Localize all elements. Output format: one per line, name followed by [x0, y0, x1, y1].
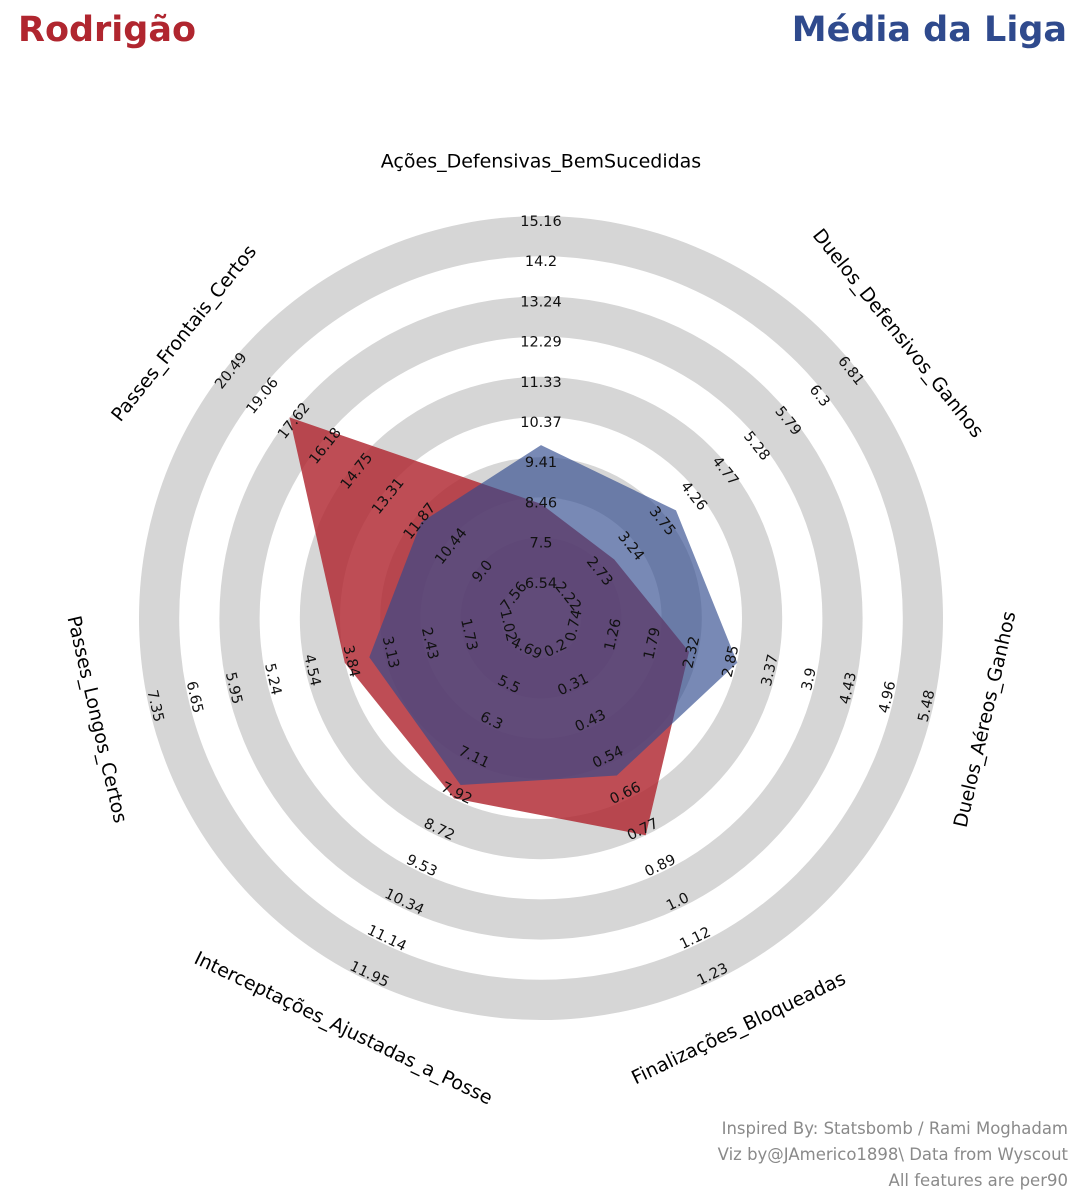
- tick-label: 8.46: [525, 495, 557, 511]
- tick-label: 3.37: [759, 653, 782, 688]
- tick-label: 4.96: [876, 680, 899, 715]
- tick-label: 0.74: [563, 608, 586, 643]
- tick-label: 3.9: [799, 666, 820, 692]
- tick-label: 5.95: [222, 671, 245, 706]
- credits: Inspired By: Statsbomb / Rami Moghadam V…: [718, 1116, 1068, 1194]
- league-polygon: [369, 445, 738, 785]
- tick-label: 12.29: [520, 335, 562, 351]
- tick-label: 15.16: [520, 214, 562, 230]
- tick-label: 6.54: [525, 576, 557, 592]
- tick-label: 1.79: [641, 626, 664, 661]
- credit-inspired: Inspired By: Statsbomb / Rami Moghadam: [721, 1119, 1068, 1138]
- tick-label: 2.85: [720, 644, 743, 679]
- tick-label: 2.32: [680, 635, 703, 670]
- axis-label: Duelos_Aéreos_Ganhos: [950, 609, 1021, 829]
- tick-label: 5.24: [261, 662, 284, 697]
- credit-viz: Viz by@JAmerico1898\ Data from Wyscout: [717, 1145, 1068, 1164]
- tick-label: 4.54: [300, 653, 323, 688]
- tick-label: 11.33: [520, 375, 562, 391]
- player-title: Rodrigão: [18, 10, 197, 50]
- tick-label: 14.2: [525, 254, 557, 270]
- tick-label: 2.43: [418, 626, 441, 661]
- tick-label: 9.41: [525, 455, 557, 471]
- axis-label: Ações_Defensivas_BemSucedidas: [381, 151, 701, 173]
- tick-label: 1.73: [457, 617, 480, 652]
- tick-label: 7.5: [529, 536, 552, 552]
- credit-features: All features are per90: [888, 1171, 1068, 1190]
- tick-label: 10.37: [520, 415, 562, 431]
- tick-label: 3.13: [379, 635, 402, 670]
- tick-label: 13.24: [520, 294, 562, 310]
- axis-label: Passes_Longos_Certos: [63, 614, 132, 825]
- tick-label: 4.43: [837, 671, 860, 706]
- tick-label: 3.84: [339, 644, 362, 679]
- tick-label: 6.65: [183, 680, 206, 715]
- tick-label: 5.48: [916, 689, 939, 724]
- tick-label: 1.26: [602, 617, 625, 652]
- tick-label: 7.35: [143, 689, 166, 724]
- comparison-title: Média da Liga: [791, 10, 1067, 50]
- tick-label: 1.02: [496, 608, 519, 643]
